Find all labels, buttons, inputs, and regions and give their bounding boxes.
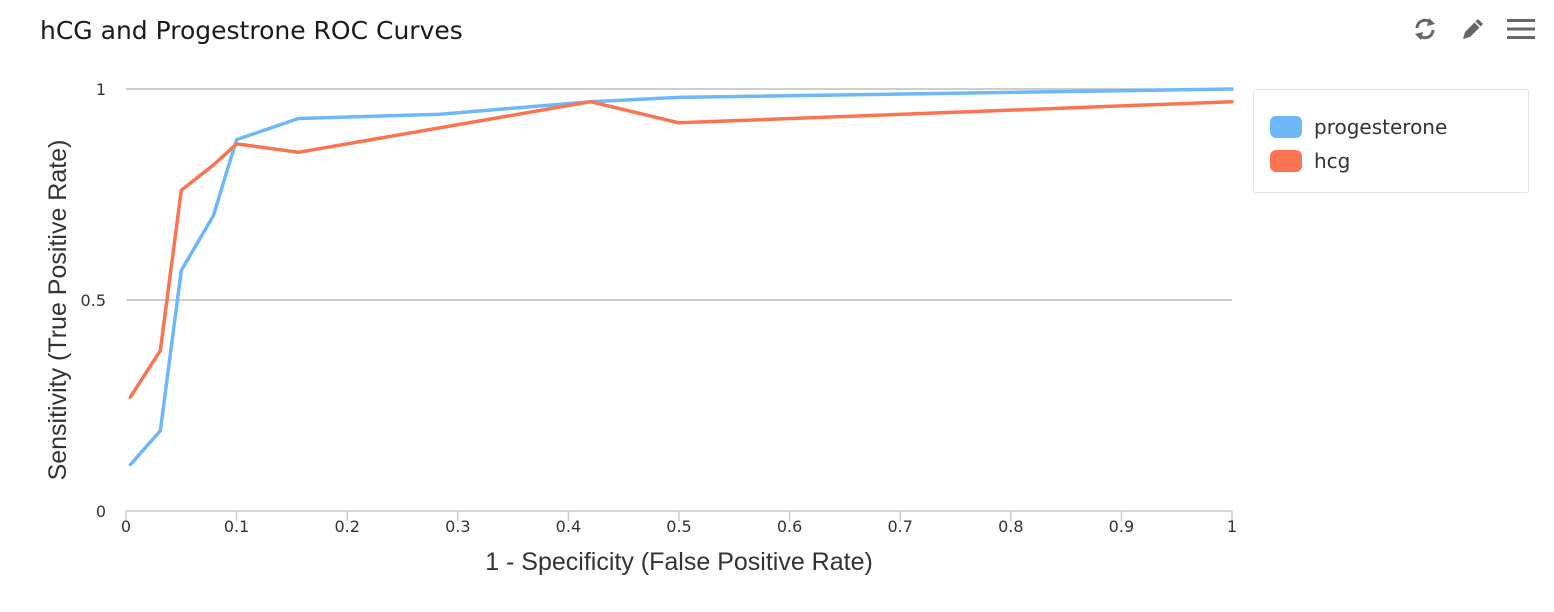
x-axis: 0 0.1 0.2 0.3 0.4 0.5 0.6 0.7 0.8 0.9 1 xyxy=(121,511,1237,536)
x-tick-label: 0.7 xyxy=(887,517,912,536)
menu-icon[interactable] xyxy=(1506,12,1536,46)
series-lines xyxy=(128,87,1234,467)
y-tick-label: 0 xyxy=(96,502,106,521)
x-tick-label: 0.6 xyxy=(777,517,802,536)
series-line-progesterone[interactable] xyxy=(128,87,1234,467)
x-tick-label: 0.1 xyxy=(224,517,249,536)
chart-legend: progesterone hcg xyxy=(1253,89,1529,193)
legend-label-hcg: hcg xyxy=(1314,149,1351,173)
x-axis-title: 1 - Specificity (False Positive Rate) xyxy=(485,548,873,576)
y-tick-label: 1 xyxy=(96,80,106,99)
x-tick-label: 0.9 xyxy=(1109,517,1134,536)
x-tick-label: 0.8 xyxy=(998,517,1023,536)
chart-toolbar xyxy=(1410,12,1536,46)
grid-lines: 00.51 xyxy=(81,80,1232,521)
roc-chart: 00.51 0 0.1 0.2 0.3 0.4 0.5 0.6 0.7 0.8 0.9 1 1 - … xyxy=(44,80,1237,576)
x-tick-label: 0 xyxy=(121,517,131,536)
y-axis-title: Sensitivity (True Positive Rate) xyxy=(44,140,72,481)
chart-title: hCG and Progestrone ROC Curves xyxy=(40,16,463,45)
legend-label-progesterone: progesterone xyxy=(1314,115,1448,139)
refresh-icon[interactable] xyxy=(1410,12,1440,46)
x-tick-label: 0.4 xyxy=(556,517,581,536)
legend-swatch-hcg xyxy=(1270,150,1302,172)
x-tick-label: 0.5 xyxy=(666,517,691,536)
x-tick-label: 1 xyxy=(1227,517,1237,536)
x-tick-label: 0.2 xyxy=(334,517,359,536)
y-tick-label: 0.5 xyxy=(81,291,106,310)
pencil-icon[interactable] xyxy=(1458,12,1488,46)
x-tick-label: 0.3 xyxy=(445,517,470,536)
legend-swatch-progesterone xyxy=(1270,116,1302,138)
legend-item-hcg[interactable]: hcg xyxy=(1270,144,1528,178)
legend-item-progesterone[interactable]: progesterone xyxy=(1270,110,1528,144)
series-line-hcg[interactable] xyxy=(128,99,1234,399)
